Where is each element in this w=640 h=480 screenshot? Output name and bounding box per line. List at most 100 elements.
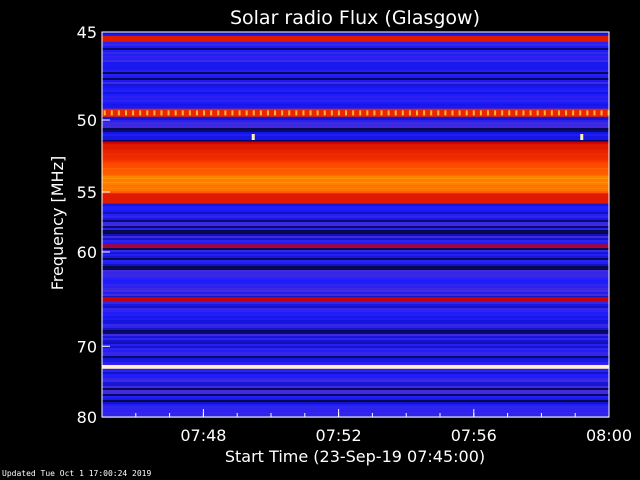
interference-tick [323, 110, 326, 116]
emission-band [102, 179, 609, 182]
spectrum-row [102, 76, 609, 78]
spectrum-row [102, 60, 609, 62]
spectrum-row [102, 320, 609, 322]
spectrum-row [102, 214, 609, 216]
interference-tick [565, 110, 568, 116]
x-tick-label: 07:48 [180, 426, 226, 445]
spectrum-row [102, 278, 609, 280]
interference-tick [557, 110, 560, 116]
spectrum-row [102, 350, 609, 352]
spectrum-row [102, 218, 609, 220]
interference-tick [430, 110, 433, 116]
emission-band [102, 35, 609, 42]
spectrum-row [102, 346, 609, 348]
spectrum-row [102, 328, 609, 330]
spectrum-row [102, 284, 609, 286]
interference-tick [259, 110, 262, 116]
interference-tick [117, 110, 120, 116]
interference-tick [579, 110, 582, 116]
spectrum-row [102, 386, 609, 388]
spectrum-row [102, 208, 609, 210]
spectrum-row [102, 258, 609, 260]
emission-band [102, 189, 609, 192]
spectrum-row [102, 262, 609, 264]
spectrum-row [102, 324, 609, 326]
interference-tick [529, 110, 532, 116]
spectrum-row [102, 302, 609, 304]
spectrum-row [102, 264, 609, 266]
interference-tick [359, 110, 362, 116]
spectrum-row [102, 92, 609, 94]
spectrum-row [102, 408, 609, 410]
spectrum-row [102, 402, 609, 404]
interference-tick [188, 110, 191, 116]
spectrum-row [102, 396, 609, 398]
interference-tick [330, 110, 333, 116]
spectrum-row [102, 204, 609, 206]
interference-tick [352, 110, 355, 116]
spectrum-row [102, 116, 609, 118]
plot-area [101, 31, 610, 418]
spectrum-row [102, 136, 609, 138]
spectrum-row [102, 352, 609, 354]
emission-band [102, 365, 609, 369]
spectrum-row [102, 78, 609, 80]
spectrum-row [102, 314, 609, 316]
interference-tick [444, 110, 447, 116]
x-axis-label: Start Time (23-Sep-19 07:45:00) [225, 447, 485, 466]
spectrum-row [102, 400, 609, 402]
spectrum-row [102, 364, 609, 366]
interference-tick [146, 110, 149, 116]
spectrum-row [102, 382, 609, 384]
interference-tick [160, 110, 163, 116]
spectrum-row [102, 310, 609, 312]
interference-tick [124, 110, 127, 116]
interference-tick [103, 110, 106, 116]
spectrum-row [102, 226, 609, 228]
spectrum-row [102, 252, 609, 254]
spectrum-row [102, 316, 609, 318]
interference-tick [508, 110, 511, 116]
spectrum-row [102, 306, 609, 308]
interference-tick [132, 110, 135, 116]
interference-tick [543, 110, 546, 116]
emission-band [102, 193, 609, 204]
interference-tick [238, 110, 241, 116]
interference-tick [203, 110, 206, 116]
emission-band [102, 165, 609, 168]
interference-tick [536, 110, 539, 116]
interference-tick [195, 110, 198, 116]
y-tick-label: 80 [77, 408, 97, 427]
emission-band [102, 171, 609, 174]
spectrum-row [102, 124, 609, 126]
x-tick-label: 07:56 [451, 426, 497, 445]
interference-tick [181, 110, 184, 116]
spectrum-row [102, 130, 609, 132]
burst-spike [251, 134, 255, 141]
y-axis-label: Frequency [MHz] [48, 156, 67, 290]
interference-tick [274, 110, 277, 116]
spectrum-row [102, 64, 609, 66]
interference-tick [309, 110, 312, 116]
y-tick-label: 50 [77, 111, 97, 130]
spectrum-row [102, 334, 609, 336]
emission-band [102, 143, 609, 146]
emission-band [102, 244, 609, 248]
spectrum-row [102, 412, 609, 414]
chart-title: Solar radio Flux (Glasgow) [230, 7, 480, 29]
spectrum-row [102, 338, 609, 340]
spectrum-row [102, 296, 609, 298]
interference-tick [366, 110, 369, 116]
interference-tick [408, 110, 411, 116]
spectrum-row [102, 390, 609, 392]
x-tick-label: 07:52 [316, 426, 362, 445]
spectrum-row [102, 288, 609, 290]
spectrum-row [102, 240, 609, 242]
interference-tick [494, 110, 497, 116]
spectrum-row [102, 74, 609, 76]
spectrum-row [102, 318, 609, 320]
spectrum-row [102, 228, 609, 230]
spectrum-row [102, 62, 609, 64]
spectrum-row [102, 372, 609, 374]
spectrum-row [102, 236, 609, 238]
